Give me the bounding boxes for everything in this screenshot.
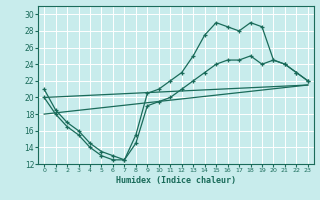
X-axis label: Humidex (Indice chaleur): Humidex (Indice chaleur) — [116, 176, 236, 185]
